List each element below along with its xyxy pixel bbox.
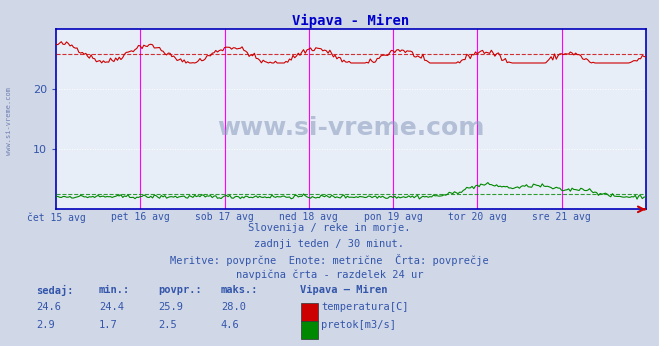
Text: Slovenija / reke in morje.: Slovenija / reke in morje. (248, 223, 411, 233)
Text: 24.4: 24.4 (99, 302, 124, 312)
Text: maks.:: maks.: (221, 285, 258, 295)
Text: navpična črta - razdelek 24 ur: navpična črta - razdelek 24 ur (236, 269, 423, 280)
Title: Vipava - Miren: Vipava - Miren (293, 14, 409, 28)
Text: 4.6: 4.6 (221, 320, 239, 330)
Text: zadnji teden / 30 minut.: zadnji teden / 30 minut. (254, 239, 405, 249)
Text: pretok[m3/s]: pretok[m3/s] (321, 320, 396, 330)
Text: Vipava – Miren: Vipava – Miren (300, 285, 387, 295)
Text: 28.0: 28.0 (221, 302, 246, 312)
Text: www.si-vreme.com: www.si-vreme.com (5, 87, 12, 155)
Text: www.si-vreme.com: www.si-vreme.com (217, 116, 484, 140)
Text: povpr.:: povpr.: (158, 285, 202, 295)
Text: 25.9: 25.9 (158, 302, 183, 312)
Text: 24.6: 24.6 (36, 302, 61, 312)
Text: sedaj:: sedaj: (36, 285, 74, 297)
Text: min.:: min.: (99, 285, 130, 295)
Text: 2.9: 2.9 (36, 320, 55, 330)
Text: Meritve: povprčne  Enote: metrične  Črta: povprečje: Meritve: povprčne Enote: metrične Črta: … (170, 254, 489, 266)
Text: temperatura[C]: temperatura[C] (321, 302, 409, 312)
Text: 2.5: 2.5 (158, 320, 177, 330)
Text: 1.7: 1.7 (99, 320, 117, 330)
